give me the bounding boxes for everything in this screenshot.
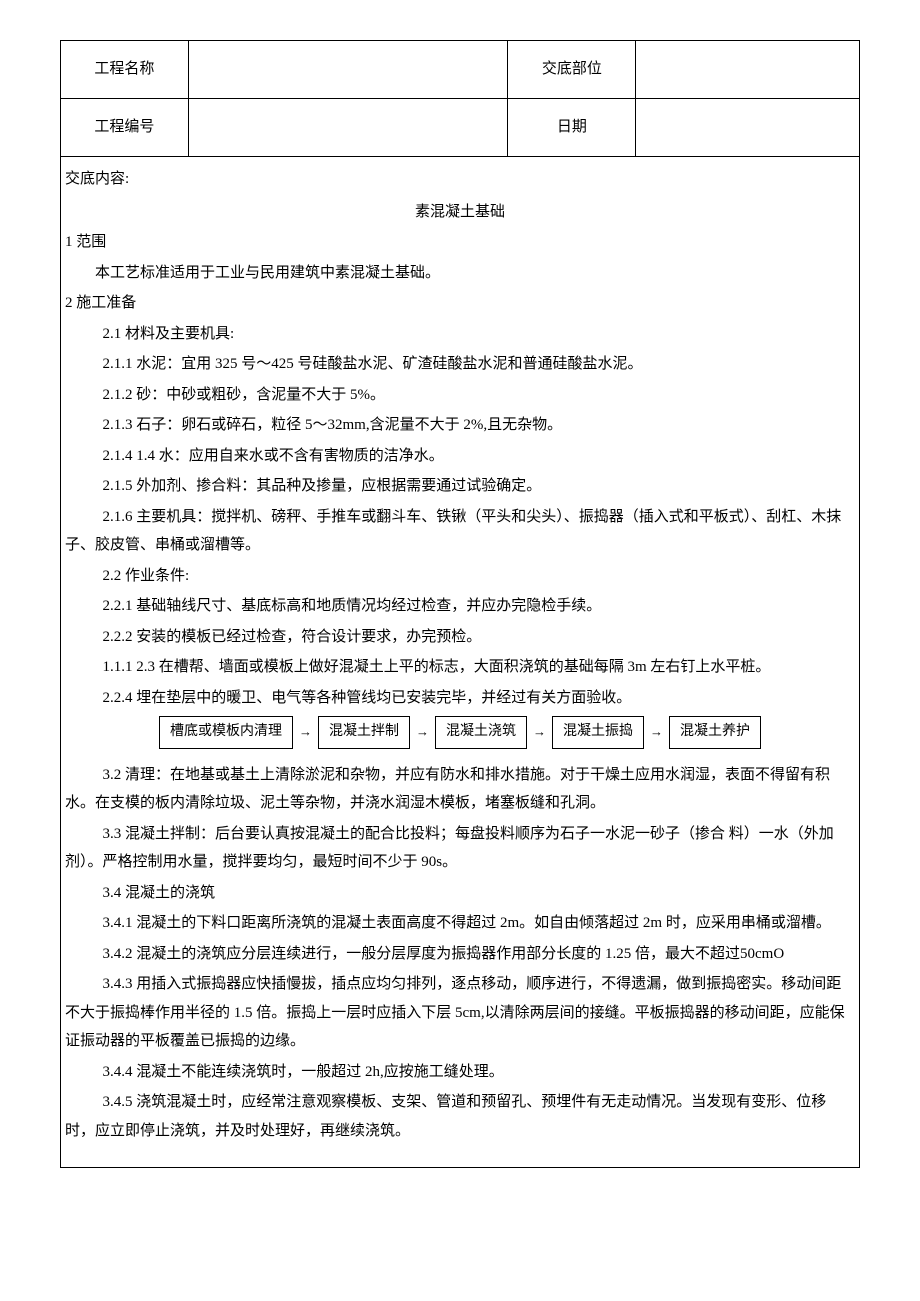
para-3-4-5: 3.4.5 浇筑混凝土时，应经常注意观察模板、支架、管道和预留孔、预埋件有无走动…	[65, 1088, 855, 1145]
flow-step-2: 混凝土拌制	[318, 716, 410, 749]
para-3-4: 3.4 混凝土的浇筑	[65, 879, 855, 908]
flow-step-3: 混凝土浇筑	[435, 716, 527, 749]
para-2-1-3: 2.1.3 石子：卵石或碎石，粒径 5～32mm,含泥量不大于 2%,且无杂物。	[65, 411, 855, 440]
para-2-1-4: 2.1.4 1.4 水：应用自来水或不含有害物质的洁净水。	[65, 442, 855, 471]
para-3-3-text: 3.3 混凝土拌制：后台要认真按混凝土的配合比投料；每盘投料顺序为石子一水泥一砂…	[65, 820, 855, 877]
arrow-icon: →	[416, 720, 429, 745]
flow-step-5: 混凝土养护	[669, 716, 761, 749]
cell-part-value	[636, 41, 860, 99]
content-label: 交底内容:	[65, 165, 855, 194]
para-3-4-3-text: 3.4.3 用插入式振捣器应快插慢拔，插点应均匀排列，逐点移动，顺序进行，不得遗…	[65, 970, 855, 1056]
arrow-icon: →	[299, 720, 312, 745]
para-3-4-1: 3.4.1 混凝土的下料口距离所浇筑的混凝土表面高度不得超过 2m。如自由倾落超…	[65, 909, 855, 938]
cell-part-label: 交底部位	[508, 41, 636, 99]
flow-step-1: 槽底或模板内清理	[159, 716, 293, 749]
cell-date-label: 日期	[508, 99, 636, 157]
flow-diagram: 槽底或模板内清理 → 混凝土拌制 → 混凝土浇筑 → 混凝土振捣 → 混凝土养护	[65, 716, 855, 749]
para-3-4-4: 3.4.4 混凝土不能连续浇筑时，一般超过 2h,应按施工缝处理。	[65, 1058, 855, 1087]
para-3-4-1-text: 3.4.1 混凝土的下料口距离所浇筑的混凝土表面高度不得超过 2m。如自由倾落超…	[65, 909, 831, 938]
page-title: 素混凝土基础	[65, 198, 855, 227]
arrow-icon: →	[533, 720, 546, 745]
para-1: 本工艺标准适用于工业与民用建筑中素混凝土基础。	[65, 259, 855, 288]
table-row: 工程名称 交底部位	[61, 41, 860, 99]
para-2-1-1: 2.1.1 水泥：宜用 325 号～425 号硅酸盐水泥、矿渣硅酸盐水泥和普通硅…	[65, 350, 855, 379]
table-row: 工程编号 日期	[61, 99, 860, 157]
cell-project-no-label: 工程编号	[61, 99, 189, 157]
para-2-1: 2.1 材料及主要机具:	[65, 320, 855, 349]
para-2-2: 2.2 作业条件:	[65, 562, 855, 591]
para-3-4-2: 3.4.2 混凝土的浇筑应分层连续进行，一般分层厚度为振捣器作用部分长度的 1.…	[65, 940, 855, 969]
cell-date-value	[636, 99, 860, 157]
para-2-2-3-text: 1.1.1 2.3 在槽帮、墙面或模板上做好混凝土上平的标志，大面积浇筑的基础每…	[65, 653, 770, 682]
cell-project-name-value	[188, 41, 508, 99]
para-3-4-5-text: 3.4.5 浇筑混凝土时，应经常注意观察模板、支架、管道和预留孔、预埋件有无走动…	[65, 1088, 855, 1145]
header-table: 工程名称 交底部位 工程编号 日期	[60, 40, 860, 157]
para-2-1-6-text: 2.1.6 主要机具：搅拌机、磅秤、手推车或翻斗车、铁锹（平头和尖头）、振捣器（…	[65, 503, 855, 560]
para-3-4-2-text: 3.4.2 混凝土的浇筑应分层连续进行，一般分层厚度为振捣器作用部分长度的 1.…	[65, 940, 784, 969]
para-3-2-text: 3.2 清理：在地基或基土上清除淤泥和杂物，并应有防水和排水措施。对于干燥土应用…	[65, 761, 855, 818]
para-2-1-6: 2.1.6 主要机具：搅拌机、磅秤、手推车或翻斗车、铁锹（平头和尖头）、振捣器（…	[65, 503, 855, 560]
para-2-1-5: 2.1.5 外加剂、掺合料：其品种及掺量，应根据需要通过试验确定。	[65, 472, 855, 501]
para-2-2-2: 2.2.2 安装的模板已经过检查，符合设计要求，办完预检。	[65, 623, 855, 652]
para-2-1-2: 2.1.2 砂：中砂或粗砂，含泥量不大于 5%。	[65, 381, 855, 410]
section-1: 1 范围	[65, 228, 855, 257]
para-3-2: 3.2 清理：在地基或基土上清除淤泥和杂物，并应有防水和排水措施。对于干燥土应用…	[65, 761, 855, 818]
para-2-2-4: 2.2.4 埋在垫层中的暖卫、电气等各种管线均已安装完毕，并经过有关方面验收。	[65, 684, 855, 713]
arrow-icon: →	[650, 720, 663, 745]
para-2-2-1: 2.2.1 基础轴线尺寸、基底标高和地质情况均经过检查，并应办完隐检手续。	[65, 592, 855, 621]
flow-step-4: 混凝土振捣	[552, 716, 644, 749]
cell-project-no-value	[188, 99, 508, 157]
para-3-4-3: 3.4.3 用插入式振捣器应快插慢拔，插点应均匀排列，逐点移动，顺序进行，不得遗…	[65, 970, 855, 1056]
para-3-3: 3.3 混凝土拌制：后台要认真按混凝土的配合比投料；每盘投料顺序为石子一水泥一砂…	[65, 820, 855, 877]
cell-project-name-label: 工程名称	[61, 41, 189, 99]
content-body: 交底内容: 素混凝土基础 1 范围 本工艺标准适用于工业与民用建筑中素混凝土基础…	[60, 157, 860, 1168]
section-2: 2 施工准备	[65, 289, 855, 318]
para-2-2-3: 1.1.1 2.3 在槽帮、墙面或模板上做好混凝土上平的标志，大面积浇筑的基础每…	[65, 653, 855, 682]
